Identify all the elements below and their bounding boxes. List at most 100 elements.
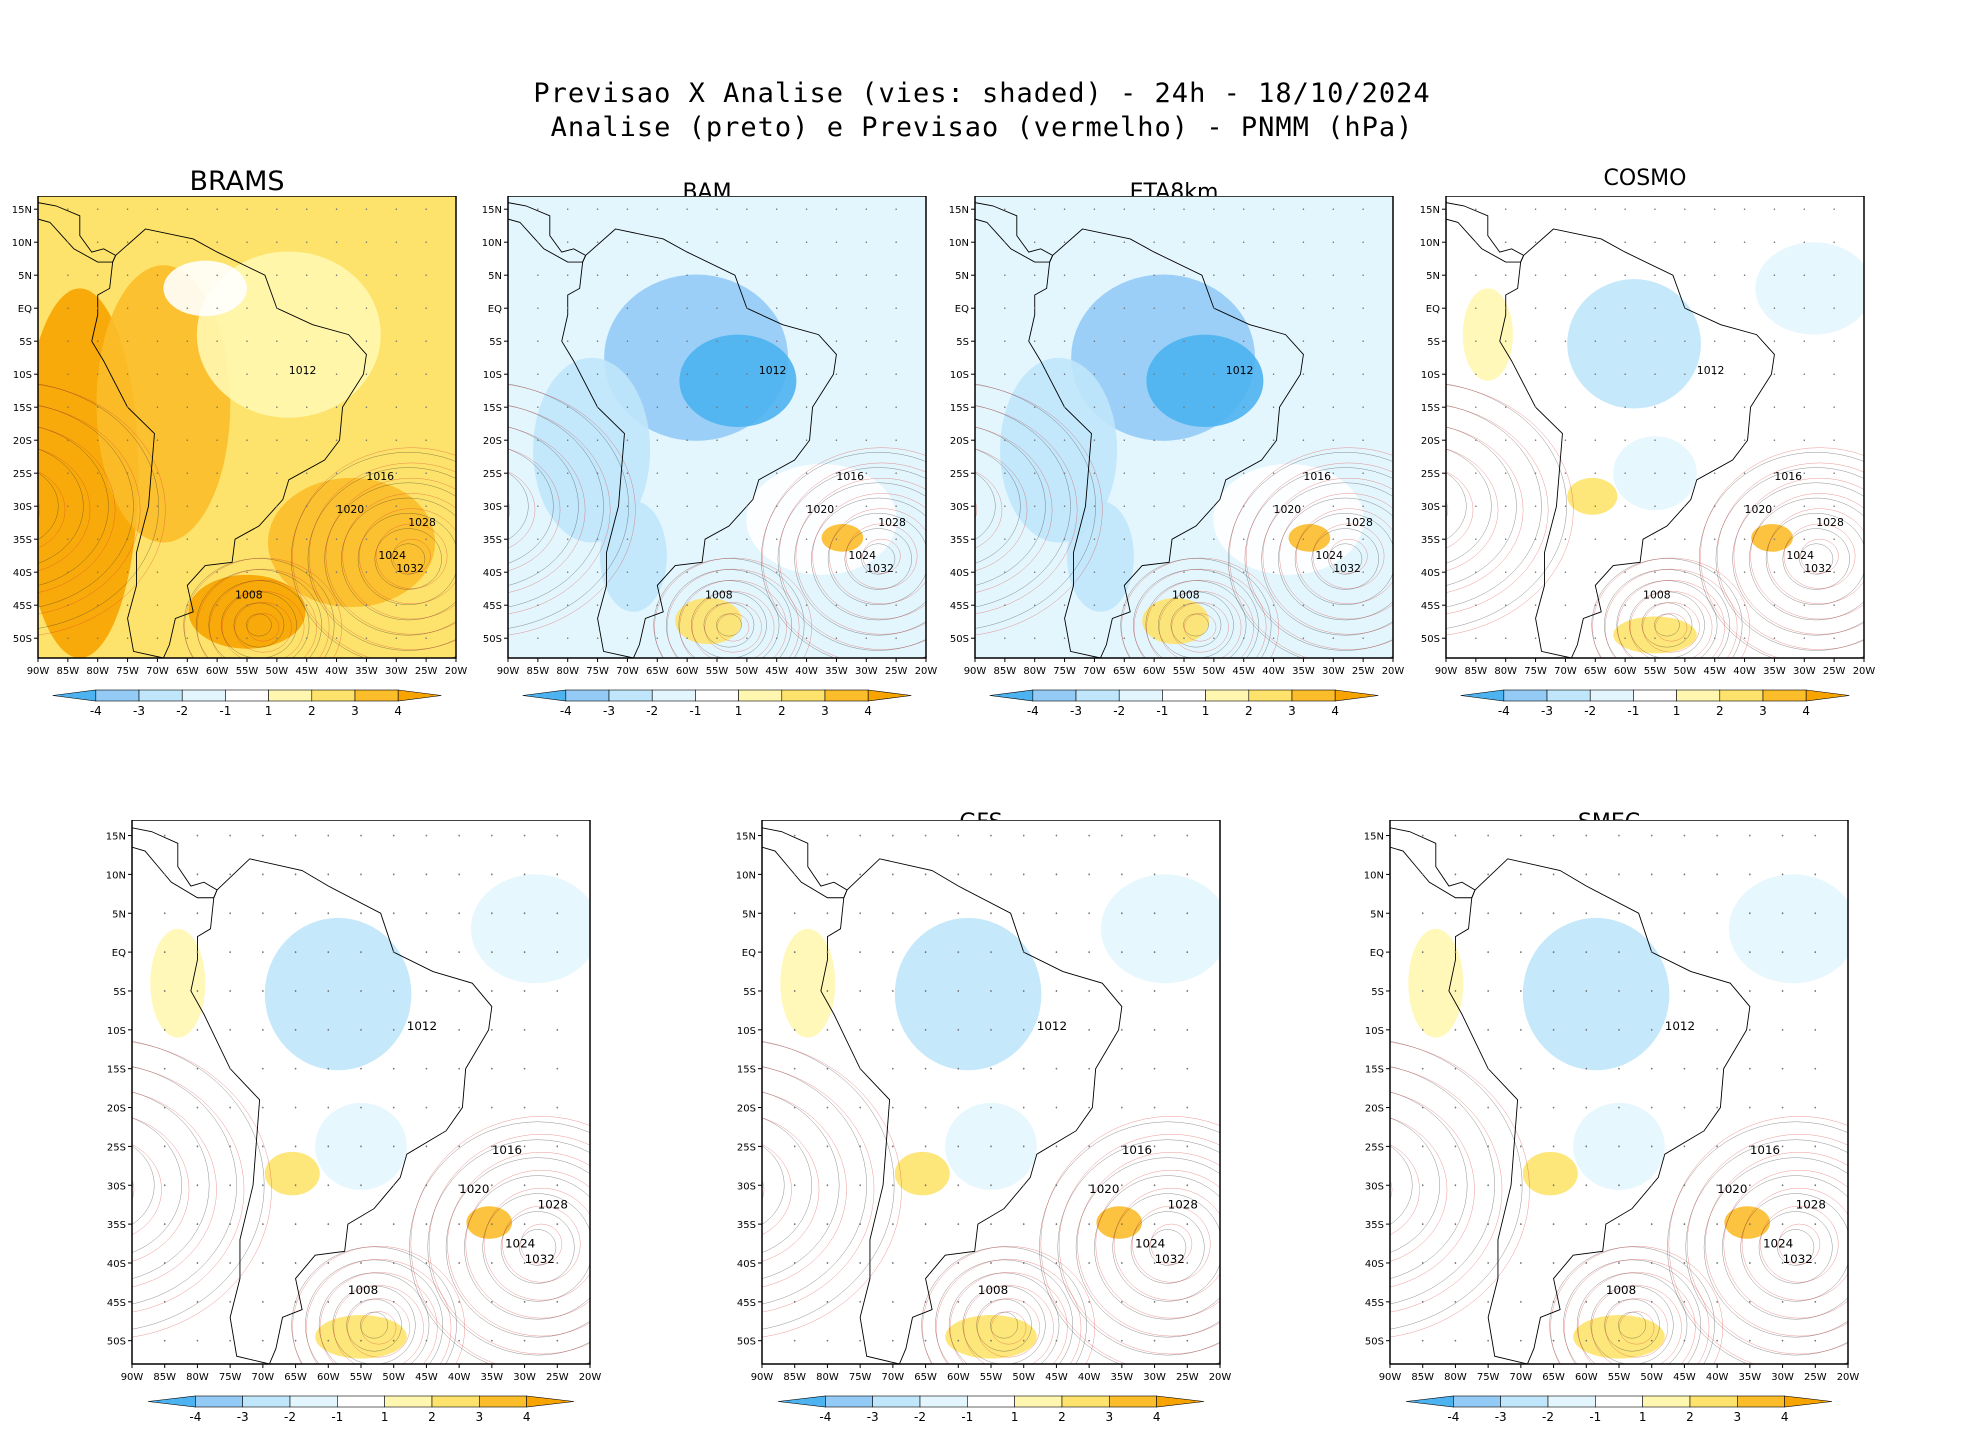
grid-point [1781, 1184, 1784, 1187]
grid-point [1302, 241, 1305, 244]
lon-label: 75W [1053, 666, 1076, 677]
grid-point [1585, 1223, 1588, 1226]
grid-point [1749, 1184, 1751, 1187]
grid-point [1803, 208, 1806, 211]
grid-point [1362, 505, 1364, 508]
grid-point [793, 1300, 796, 1303]
grid-point [1332, 307, 1335, 310]
grid-point [360, 834, 362, 837]
map-svg: 100810121016102010241028103215N10N5NEQ5S… [92, 820, 601, 1424]
analysis-isobar [1131, 1212, 1204, 1284]
analysis-isobar [1228, 452, 1413, 665]
grid-point [305, 505, 308, 508]
grid-point [1121, 1067, 1123, 1070]
lon-label: 55W [1173, 666, 1196, 677]
grid-point [96, 241, 99, 244]
grid-point [1362, 472, 1364, 475]
grid-point [1022, 951, 1025, 954]
grid-point [1624, 340, 1626, 343]
map-svg: 100810121016102010241028103215N10N5NEQ5S… [722, 820, 1231, 1424]
grid-point [1421, 1261, 1424, 1264]
grid-point [596, 538, 599, 541]
colorbar-label: -3 [237, 1410, 249, 1424]
grid-point [294, 1339, 297, 1342]
grid-point [216, 406, 218, 409]
grid-point [186, 538, 189, 541]
forecast-isobar [1700, 448, 1884, 665]
grid-point [1618, 1145, 1620, 1148]
grid-point [1421, 1300, 1424, 1303]
lon-label: 90W [964, 666, 987, 677]
grid-point [990, 1184, 992, 1187]
grid-point [1213, 340, 1215, 343]
isobar-label: 1016 [1774, 470, 1802, 483]
grid-point [1475, 340, 1477, 343]
grid-point [656, 208, 659, 211]
grid-point [1454, 1300, 1457, 1303]
grid-point [1055, 1300, 1058, 1303]
forecast-isobar [361, 1312, 396, 1345]
grid-point [96, 208, 99, 211]
colorbar-swatch [825, 1395, 873, 1408]
grid-point [196, 834, 199, 837]
bias-shading [679, 334, 797, 427]
forecast-isobar [502, 1206, 580, 1282]
lon-label: 75W [116, 666, 139, 677]
grid-point [1749, 1300, 1751, 1303]
grid-point [1421, 834, 1424, 837]
grid-point [1833, 208, 1835, 211]
lon-label: 90W [1435, 666, 1458, 677]
grid-point [626, 538, 629, 541]
grid-point [335, 472, 338, 475]
analysis-isobar [722, 1112, 812, 1259]
forecast-isobar [829, 509, 934, 604]
grid-point [957, 1184, 960, 1187]
grid-point [491, 912, 493, 915]
analysis-isobar [1406, 444, 1491, 569]
grid-point [96, 538, 99, 541]
grid-point [1055, 834, 1058, 837]
grid-point [859, 1223, 861, 1226]
analysis-isobar [468, 402, 604, 610]
grid-point [1654, 505, 1656, 508]
grid-point [1504, 307, 1507, 310]
analysis-isobar [1149, 1229, 1186, 1265]
lat-label: 45S [1421, 601, 1440, 612]
grid-point [1487, 834, 1489, 837]
lon-label: 40W [448, 1372, 471, 1383]
grid-point [1520, 912, 1522, 915]
analysis-isobar [92, 1063, 237, 1308]
grid-point [805, 274, 808, 277]
grid-point [1803, 439, 1806, 442]
grid-point [1004, 241, 1006, 244]
grid-point [163, 1067, 166, 1070]
forecast-isobar [393, 539, 431, 573]
grid-point [126, 208, 129, 211]
grid-point [294, 1145, 297, 1148]
grid-point [895, 406, 897, 409]
grid-point [1713, 340, 1716, 343]
grid-point [957, 1300, 960, 1303]
grid-point [96, 373, 99, 376]
grid-point [1833, 637, 1835, 640]
grid-point [1183, 340, 1185, 343]
lon-label: 20W [1853, 666, 1876, 677]
grid-point [1749, 873, 1751, 876]
grid-point [957, 1261, 960, 1264]
grid-point [360, 912, 362, 915]
grid-point [1564, 208, 1567, 211]
grid-point [1803, 604, 1806, 607]
colorbar-swatch [1762, 689, 1807, 702]
grid-point [1121, 834, 1123, 837]
grid-point [163, 1261, 166, 1264]
grid-point [1004, 637, 1006, 640]
grid-point [826, 1028, 829, 1031]
central-america-coastline [975, 203, 1053, 262]
grid-point [425, 307, 427, 310]
grid-point [1683, 912, 1686, 915]
grid-point [425, 208, 427, 211]
grid-point [458, 1106, 460, 1109]
grid-point [1552, 1261, 1555, 1264]
lat-label: EQ [1426, 304, 1440, 315]
grid-point [327, 1339, 330, 1342]
